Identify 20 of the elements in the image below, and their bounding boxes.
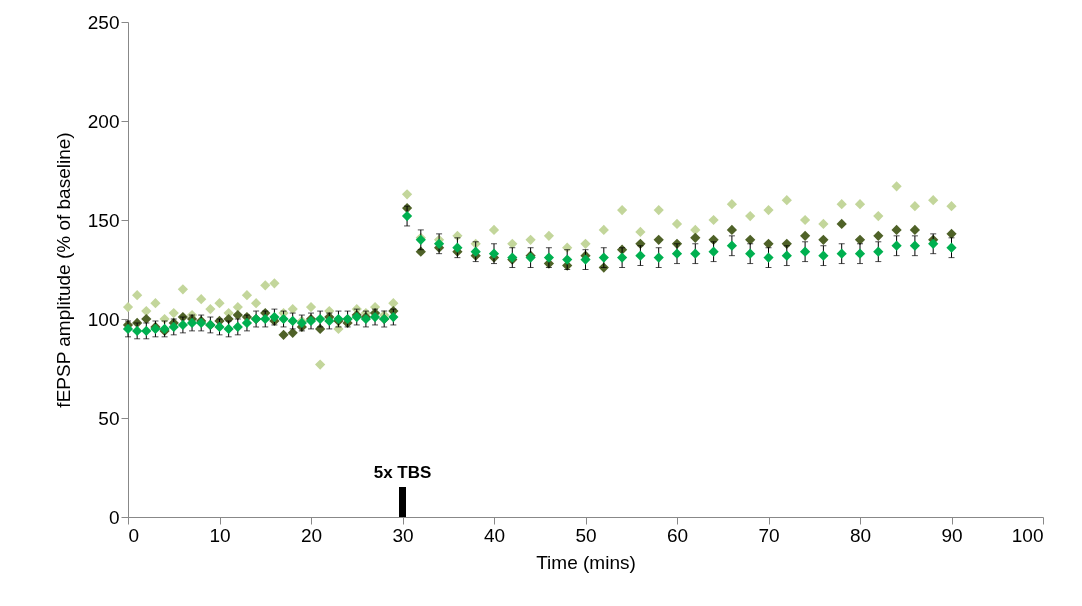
x-tick-label: 0: [128, 524, 140, 546]
y-tick-label: 0: [108, 506, 120, 528]
y-tick-label: 250: [87, 11, 120, 33]
ref-line-label: 5x TBS: [373, 463, 432, 482]
x-tick-label: 10: [209, 524, 231, 546]
x-tick-label: 70: [758, 524, 780, 546]
x-tick-label: 30: [392, 524, 414, 546]
x-tick-label: 60: [666, 524, 689, 546]
y-axis-title: fEPSP amplitude (% of baseline): [52, 132, 74, 408]
y-tick-label: 150: [87, 209, 120, 231]
x-tick-label: 20: [300, 524, 323, 546]
y-tick-label: 200: [87, 110, 120, 132]
x-axis-title: Time (mins): [536, 551, 636, 573]
y-tick-label: 100: [87, 308, 120, 330]
x-tick-label: 40: [483, 524, 506, 546]
x-tick-label: 100: [1011, 524, 1044, 546]
x-tick-label: 90: [941, 524, 963, 546]
x-tick-label: 50: [575, 524, 597, 546]
x-tick-label: 80: [849, 524, 872, 546]
y-tick-label: 50: [98, 407, 120, 429]
